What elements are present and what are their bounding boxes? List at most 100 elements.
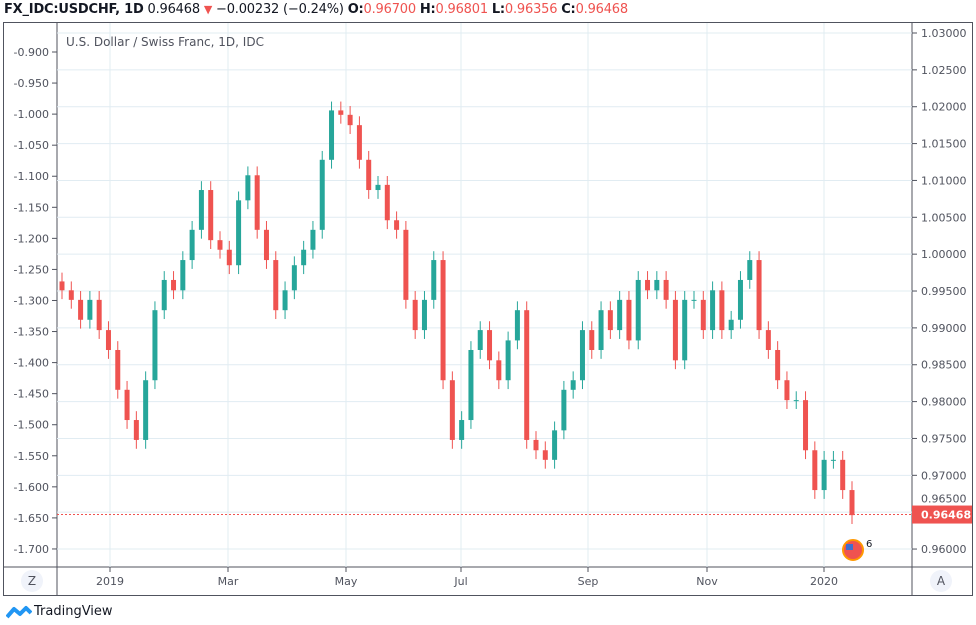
down-triangle-icon: ▼	[203, 3, 213, 16]
candle-down	[533, 439, 539, 451]
right-tick-label: 0.99000	[921, 322, 967, 335]
candle-down	[171, 279, 177, 291]
auto-scale-button[interactable]: A	[930, 570, 952, 592]
candle-up	[282, 290, 288, 311]
logo-text: TradingView	[34, 604, 113, 619]
time-tick-label: Mar	[218, 575, 239, 588]
left-tick-label: -1.450	[14, 388, 49, 401]
left-tick-label: -1.550	[14, 450, 49, 463]
candle-down	[840, 459, 846, 491]
right-tick-label: 0.96500	[921, 493, 967, 506]
candle-down	[700, 299, 706, 331]
candle-up	[635, 279, 641, 341]
candle-down	[254, 175, 260, 230]
candle-up	[821, 459, 827, 491]
candle-up	[793, 400, 799, 402]
open-value: 0.96700	[363, 2, 417, 17]
right-tick-label: 0.99500	[921, 285, 967, 298]
candle-up	[477, 330, 483, 350]
candle-up	[505, 340, 511, 381]
price-change: −0.00232 (−0.24%)	[216, 2, 344, 17]
candle-down	[672, 299, 678, 361]
candle-down	[542, 450, 548, 460]
left-tick-label: -1.350	[14, 326, 49, 339]
candle-up	[830, 459, 836, 461]
candle-down	[347, 114, 353, 126]
right-tick-label: 0.98500	[921, 359, 967, 372]
left-tick-label: -1.700	[14, 543, 49, 556]
candle-up	[291, 265, 297, 291]
low-label: L:	[491, 2, 505, 17]
right-tick-label: 0.97000	[921, 469, 967, 482]
candle-up	[459, 420, 465, 440]
candle-up	[710, 290, 716, 331]
candle-down	[803, 400, 809, 451]
candle-down	[626, 299, 632, 341]
left-tick-label: -1.250	[14, 263, 49, 276]
chart-frame[interactable]	[3, 22, 973, 596]
candle-down	[273, 260, 279, 311]
candle-up	[180, 260, 186, 291]
candle-down	[208, 190, 214, 241]
right-tick-label: 1.02000	[921, 101, 967, 114]
candle-up	[468, 349, 474, 421]
tradingview-logo[interactable]: TradingView	[6, 604, 113, 619]
candle-up	[310, 229, 316, 250]
candle-down	[217, 240, 223, 250]
candle-up	[691, 299, 697, 301]
right-tick-label: 0.98000	[921, 396, 967, 409]
candle-up	[87, 299, 93, 320]
candle-down	[775, 349, 781, 381]
right-tick-label: 1.03000	[921, 27, 967, 40]
low-value: 0.96356	[504, 2, 558, 17]
close-value: 0.96468	[575, 2, 629, 17]
candle-down	[366, 159, 372, 191]
time-tick-label: 2019	[96, 575, 124, 588]
candle-down	[115, 349, 121, 390]
candle-up	[682, 299, 688, 361]
right-tick-label: 1.00500	[921, 211, 967, 224]
candle-down	[449, 380, 455, 440]
candle-down	[663, 279, 669, 300]
left-tick-label: -1.200	[14, 232, 49, 245]
candle-up	[728, 319, 734, 331]
candle-up	[654, 279, 660, 291]
candle-down	[133, 420, 139, 440]
cloud-logo-icon	[6, 605, 32, 618]
left-tick-label: -1.000	[14, 108, 49, 121]
candle-down	[440, 260, 446, 381]
candle-down	[756, 260, 762, 331]
candle-down	[403, 229, 409, 300]
candle-up	[152, 310, 158, 381]
candle-up	[143, 380, 149, 440]
time-tick-label: May	[335, 575, 358, 588]
left-tick-label: -1.650	[14, 512, 49, 525]
candle-down	[78, 299, 84, 320]
candle-up	[245, 175, 251, 201]
left-tick-label: -1.050	[14, 139, 49, 152]
candle-up	[161, 279, 167, 311]
symbol-name: FX_IDC:USDCHF, 1D	[4, 2, 144, 17]
candle-down	[812, 450, 818, 491]
time-tick-label: Nov	[696, 575, 718, 588]
zoom-reset-button[interactable]: Z	[21, 570, 43, 592]
left-tick-label: -1.100	[14, 170, 49, 183]
candle-up	[570, 380, 576, 390]
candle-down	[607, 310, 613, 331]
candle-down	[719, 290, 725, 331]
close-label: C:	[561, 2, 576, 17]
candle-down	[496, 360, 502, 381]
candle-up	[737, 279, 743, 320]
candle-down	[124, 389, 130, 421]
left-tick-label: -1.400	[14, 357, 49, 370]
high-label: H:	[419, 2, 436, 17]
candle-up	[421, 299, 427, 331]
candle-up	[319, 159, 325, 230]
candle-down	[338, 110, 344, 115]
left-tick-label: -1.500	[14, 419, 49, 432]
candle-down	[487, 330, 493, 361]
candle-up	[431, 260, 437, 300]
high-value: 0.96801	[435, 2, 489, 17]
candle-up	[598, 310, 604, 350]
